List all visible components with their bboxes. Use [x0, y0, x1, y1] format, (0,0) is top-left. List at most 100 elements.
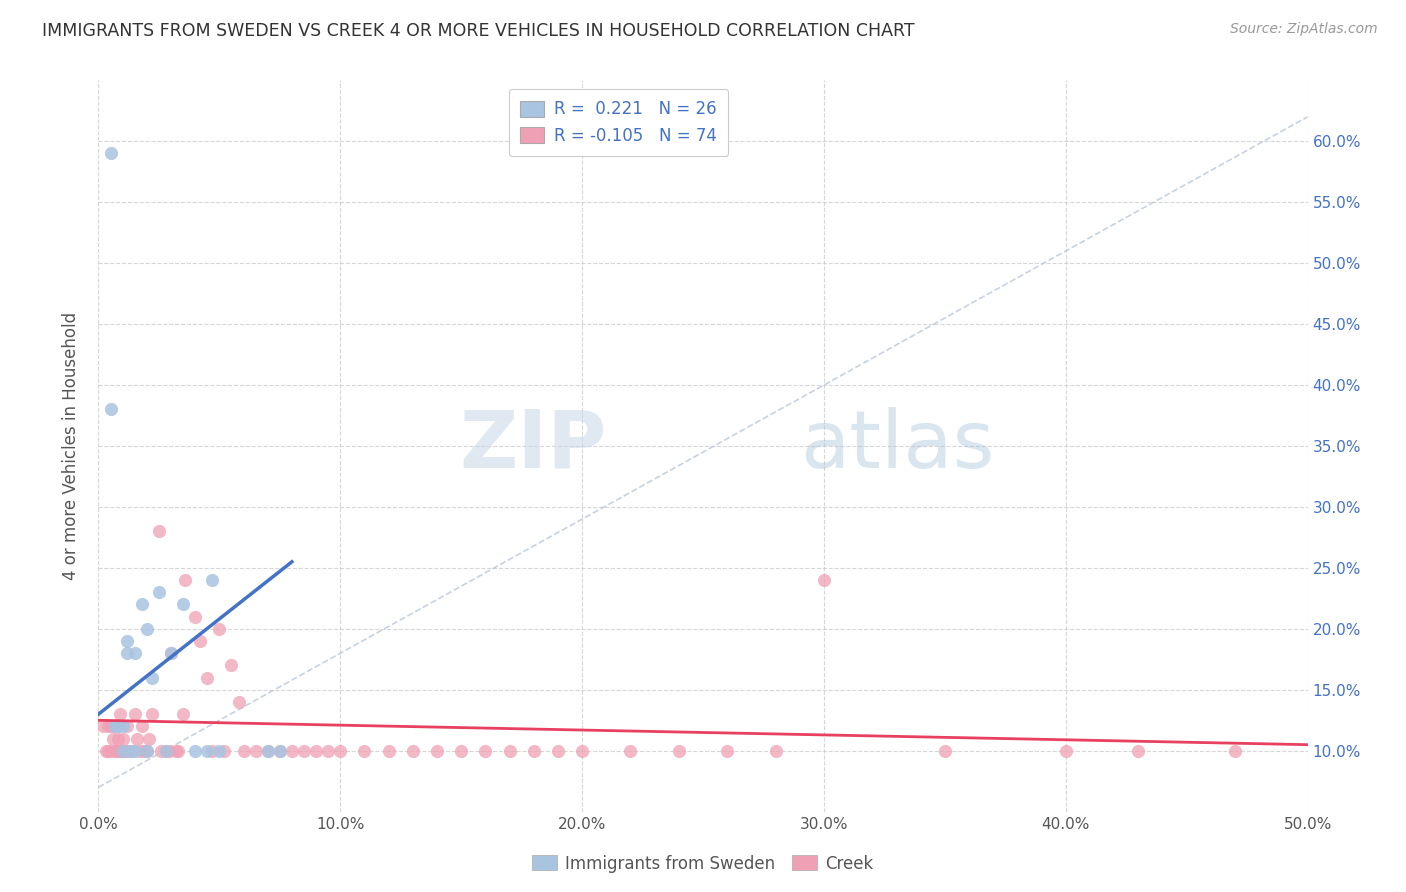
Point — [118, 744, 141, 758]
Point — [316, 744, 339, 758]
Point — [377, 744, 399, 758]
Point — [128, 744, 150, 758]
Point — [135, 744, 157, 758]
Point — [148, 524, 170, 539]
Point — [195, 671, 218, 685]
Point — [100, 719, 122, 733]
Point — [108, 744, 131, 758]
Point — [131, 598, 153, 612]
Point — [498, 744, 520, 758]
Point — [104, 744, 127, 758]
Point — [934, 744, 956, 758]
Point — [619, 744, 641, 758]
Point — [160, 646, 183, 660]
Point — [165, 744, 187, 758]
Point — [1223, 744, 1246, 758]
Point — [100, 146, 122, 161]
Point — [160, 646, 183, 660]
Point — [184, 744, 207, 758]
Point — [91, 719, 114, 733]
Point — [281, 744, 304, 758]
Point — [195, 744, 218, 758]
Point — [813, 573, 835, 587]
Point — [221, 658, 243, 673]
Point — [292, 744, 315, 758]
Point — [155, 744, 177, 758]
Point — [111, 744, 134, 758]
Point — [353, 744, 375, 758]
Point — [101, 731, 124, 746]
Point — [104, 719, 127, 733]
Point — [111, 744, 134, 758]
Point — [571, 744, 593, 758]
Y-axis label: 4 or more Vehicles in Household: 4 or more Vehicles in Household — [62, 312, 80, 580]
Point — [256, 744, 278, 758]
Point — [305, 744, 328, 758]
Point — [104, 719, 127, 733]
Point — [141, 707, 163, 722]
Point — [111, 731, 134, 746]
Point — [269, 744, 291, 758]
Point — [668, 744, 690, 758]
Text: Source: ZipAtlas.com: Source: ZipAtlas.com — [1230, 22, 1378, 37]
Legend: R =  0.221   N = 26, R = -0.105   N = 74: R = 0.221 N = 26, R = -0.105 N = 74 — [509, 88, 728, 156]
Point — [107, 731, 129, 746]
Point — [256, 744, 278, 758]
Point — [148, 585, 170, 599]
Point — [131, 719, 153, 733]
Point — [150, 744, 173, 758]
Point — [269, 744, 291, 758]
Point — [108, 707, 131, 722]
Point — [228, 695, 250, 709]
Point — [201, 744, 224, 758]
Point — [167, 744, 190, 758]
Point — [212, 744, 235, 758]
Point — [426, 744, 449, 758]
Point — [94, 744, 117, 758]
Point — [474, 744, 496, 758]
Point — [1054, 744, 1077, 758]
Point — [450, 744, 472, 758]
Point — [107, 719, 129, 733]
Point — [201, 573, 224, 587]
Point — [138, 731, 160, 746]
Point — [111, 744, 134, 758]
Point — [134, 744, 156, 758]
Point — [97, 719, 120, 733]
Point — [765, 744, 787, 758]
Point — [329, 744, 352, 758]
Point — [124, 744, 146, 758]
Point — [124, 646, 146, 660]
Point — [135, 744, 157, 758]
Point — [157, 744, 180, 758]
Point — [121, 744, 143, 758]
Point — [107, 719, 129, 733]
Point — [118, 744, 141, 758]
Point — [402, 744, 425, 758]
Point — [135, 622, 157, 636]
Point — [124, 707, 146, 722]
Point — [208, 744, 231, 758]
Point — [141, 671, 163, 685]
Text: ZIP: ZIP — [458, 407, 606, 485]
Point — [117, 634, 139, 648]
Point — [172, 598, 194, 612]
Point — [117, 719, 139, 733]
Point — [716, 744, 738, 758]
Point — [172, 707, 194, 722]
Point — [232, 744, 254, 758]
Text: atlas: atlas — [800, 407, 994, 485]
Point — [174, 573, 197, 587]
Point — [245, 744, 267, 758]
Point — [208, 622, 231, 636]
Point — [127, 731, 149, 746]
Text: IMMIGRANTS FROM SWEDEN VS CREEK 4 OR MORE VEHICLES IN HOUSEHOLD CORRELATION CHAR: IMMIGRANTS FROM SWEDEN VS CREEK 4 OR MOR… — [42, 22, 915, 40]
Point — [184, 609, 207, 624]
Point — [155, 744, 177, 758]
Point — [100, 402, 122, 417]
Point — [547, 744, 569, 758]
Point — [117, 646, 139, 660]
Point — [523, 744, 546, 758]
Point — [111, 719, 134, 733]
Point — [114, 744, 136, 758]
